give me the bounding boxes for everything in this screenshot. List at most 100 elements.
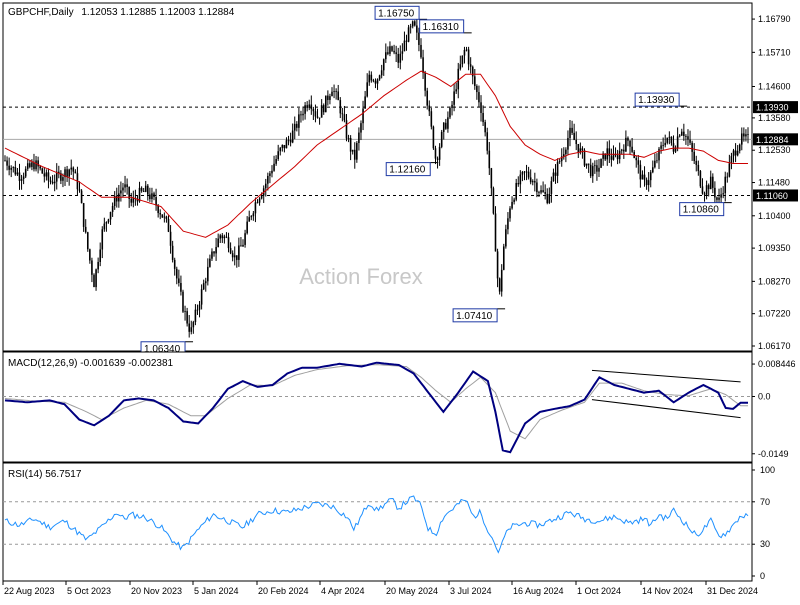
price-candle-body bbox=[308, 104, 311, 108]
price-candle-body bbox=[227, 237, 230, 249]
price-candle-body bbox=[474, 76, 476, 86]
price-candle-body bbox=[240, 245, 242, 247]
price-candle-body bbox=[438, 146, 441, 160]
price-candle-body bbox=[279, 147, 282, 152]
price-candle-body bbox=[382, 59, 385, 71]
price-candle-body bbox=[685, 135, 687, 137]
price-candle-body bbox=[643, 174, 646, 180]
price-candle-body bbox=[66, 169, 68, 177]
price-candle-body bbox=[411, 21, 414, 27]
price-annotation-label: 1.12160 bbox=[389, 165, 426, 176]
price-candle-body bbox=[589, 164, 592, 177]
price-ytick-label: 1.08270 bbox=[758, 276, 791, 286]
price-candle-body bbox=[637, 160, 640, 165]
price-ytick-label: 1.16790 bbox=[758, 14, 791, 24]
price-candle-body bbox=[287, 139, 290, 141]
price-candle-body bbox=[571, 127, 573, 133]
price-annotation-label: 1.06340 bbox=[144, 344, 181, 355]
price-candle-body bbox=[273, 163, 275, 171]
price-candle-body bbox=[395, 52, 397, 54]
price-candle-body bbox=[217, 238, 219, 247]
price-candle-body bbox=[623, 149, 625, 152]
price-candle-body bbox=[554, 172, 557, 176]
price-candle-body bbox=[660, 145, 662, 149]
price-candle-body bbox=[314, 111, 317, 117]
rsi-ytick-label: 30 bbox=[760, 539, 770, 549]
price-candle-body bbox=[705, 185, 708, 195]
macd-trendline bbox=[591, 399, 741, 419]
price-candle-body bbox=[225, 236, 228, 238]
price-candle-body bbox=[687, 136, 689, 140]
price-candle-body bbox=[358, 132, 360, 144]
price-candle-body bbox=[124, 184, 126, 188]
price-candle-body bbox=[159, 213, 162, 215]
price-candle-body bbox=[254, 202, 257, 214]
price-candle-body bbox=[496, 251, 499, 279]
price-candle-body bbox=[478, 92, 480, 103]
price-candle-body bbox=[157, 205, 159, 214]
price-candle-body bbox=[364, 96, 366, 109]
price-candle-body bbox=[151, 193, 153, 200]
price-candle-body bbox=[581, 148, 584, 151]
price-candle-body bbox=[51, 181, 54, 184]
price-candle-body bbox=[393, 50, 395, 53]
price-candle-body bbox=[235, 255, 238, 260]
price-ytick-label: 1.12530 bbox=[758, 145, 791, 155]
price-candle-body bbox=[196, 309, 199, 311]
price-candle-body bbox=[445, 122, 447, 129]
x-tick-label: 1 Oct 2024 bbox=[577, 586, 621, 596]
price-candle-body bbox=[426, 90, 429, 106]
price-candle-body bbox=[103, 223, 106, 230]
price-candle-body bbox=[716, 197, 718, 200]
price-candle-body bbox=[362, 108, 364, 124]
price-candle-body bbox=[291, 130, 294, 143]
price-candle-body bbox=[542, 190, 544, 193]
x-tick-label: 22 Aug 2023 bbox=[4, 586, 55, 596]
price-candle-body bbox=[82, 203, 85, 227]
price-candle-body bbox=[246, 221, 248, 234]
price-candle-body bbox=[416, 25, 418, 33]
price-candle-body bbox=[536, 182, 538, 193]
price-candle-body bbox=[641, 174, 644, 180]
price-candle-body bbox=[99, 249, 102, 262]
price-candle-body bbox=[169, 231, 172, 246]
price-candle-body bbox=[49, 180, 52, 182]
price-candle-body bbox=[413, 21, 416, 26]
price-candle-body bbox=[488, 150, 491, 169]
price-candle-body bbox=[327, 95, 329, 100]
price-candle-body bbox=[691, 142, 693, 152]
price-candle-body bbox=[4, 160, 6, 162]
rsi-line bbox=[4, 495, 749, 554]
price-annotation-box bbox=[374, 5, 420, 20]
price-candle-body bbox=[569, 127, 571, 138]
price-candle-body bbox=[113, 195, 116, 206]
price-candle-body bbox=[389, 46, 391, 54]
price-candle-body bbox=[664, 142, 667, 146]
price-annotation-box bbox=[385, 162, 431, 177]
price-candle-body bbox=[26, 163, 29, 169]
price-candle-body bbox=[107, 219, 110, 223]
price-candle-body bbox=[527, 171, 530, 178]
price-candle-body bbox=[310, 104, 313, 110]
price-candle-body bbox=[693, 151, 695, 161]
price-annotation-box bbox=[419, 19, 465, 34]
price-candle-body bbox=[136, 199, 139, 202]
price-candle-body bbox=[178, 278, 180, 283]
price-candle-body bbox=[318, 117, 321, 119]
price-candle-body bbox=[604, 153, 606, 160]
price-candle-body bbox=[93, 274, 95, 288]
rsi-title: RSI(14) 56.7517 bbox=[8, 469, 82, 480]
x-tick-label: 3 Jul 2024 bbox=[450, 586, 492, 596]
price-candle-body bbox=[538, 192, 540, 193]
price-candle-body bbox=[730, 156, 733, 164]
price-candle-body bbox=[165, 216, 168, 219]
x-tick-label: 31 Dec 2024 bbox=[707, 586, 758, 596]
price-candle-body bbox=[229, 248, 232, 254]
price-candle-body bbox=[432, 126, 435, 149]
price-candle-body bbox=[436, 158, 439, 160]
price-candle-body bbox=[627, 137, 629, 141]
price-candle-body bbox=[401, 51, 404, 54]
price-annotation-label: 1.10860 bbox=[683, 205, 720, 216]
price-candle-body bbox=[608, 148, 611, 157]
price-candle-body bbox=[699, 171, 702, 187]
